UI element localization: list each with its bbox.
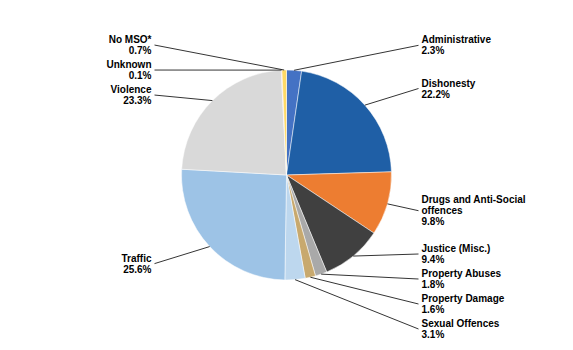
svg-text:Unknown0.1%: Unknown0.1% (107, 59, 152, 81)
svg-text:Sexual Offences3.1%: Sexual Offences3.1% (422, 318, 500, 340)
svg-text:Violence23.3%: Violence23.3% (111, 84, 152, 106)
svg-text:Property Abuses1.8%: Property Abuses1.8% (422, 268, 502, 290)
svg-text:Dishonesty22.2%: Dishonesty22.2% (422, 78, 476, 100)
svg-text:Administrative2.3%: Administrative2.3% (422, 34, 492, 56)
svg-text:Property Damage1.6%: Property Damage1.6% (422, 293, 505, 315)
svg-text:No MSO*0.7%: No MSO*0.7% (109, 34, 152, 56)
svg-text:Traffic25.6%: Traffic25.6% (121, 253, 151, 275)
svg-text:Justice (Misc.)9.4%: Justice (Misc.)9.4% (422, 243, 491, 265)
svg-text:Drugs and Anti-Socialoffences9: Drugs and Anti-Socialoffences9.8% (422, 194, 526, 227)
